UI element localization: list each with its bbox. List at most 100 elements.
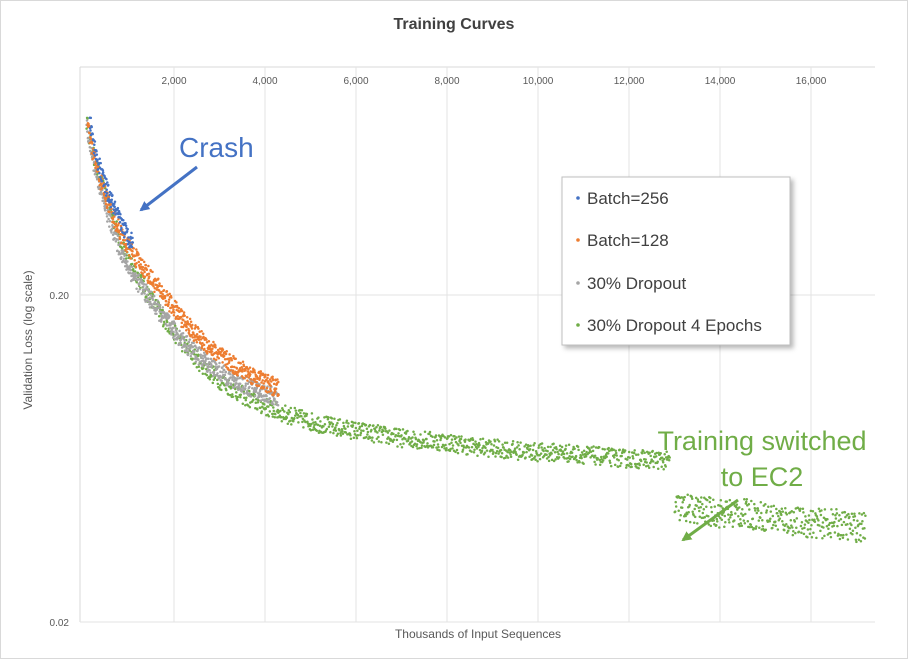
point-30-dropout-4-epochs [290, 423, 293, 426]
point-30-dropout [149, 290, 153, 294]
point-30-dropout [227, 381, 230, 385]
point-30-dropout-4-epochs [191, 357, 194, 360]
point-batch-128 [200, 344, 204, 348]
point-30-dropout-4-epochs [737, 515, 740, 518]
x-tick-label: 2,000 [161, 76, 186, 87]
point-30-dropout-4-epochs [590, 446, 593, 449]
point-30-dropout-4-epochs [740, 524, 744, 527]
point-30-dropout-4-epochs [598, 463, 602, 467]
point-30-dropout-4-epochs [248, 389, 251, 393]
point-30-dropout-4-epochs [433, 440, 436, 443]
x-tick-label: 12,000 [614, 76, 645, 87]
point-batch-128 [202, 343, 206, 347]
point-30-dropout-4-epochs [823, 534, 826, 538]
point-30-dropout [238, 382, 242, 386]
point-30-dropout-4-epochs [340, 428, 344, 431]
point-batch-128 [190, 333, 193, 337]
point-30-dropout [259, 399, 262, 402]
point-30-dropout-4-epochs [296, 416, 299, 420]
point-30-dropout-4-epochs [411, 445, 415, 449]
point-30-dropout-4-epochs [741, 508, 744, 511]
point-30-dropout-4-epochs [377, 435, 380, 439]
point-30-dropout-4-epochs [549, 445, 552, 449]
point-30-dropout [273, 397, 276, 401]
point-30-dropout-4-epochs [784, 506, 787, 510]
point-30-dropout-4-epochs [443, 436, 447, 439]
point-30-dropout-4-epochs [745, 497, 749, 501]
point-30-dropout [93, 169, 96, 173]
point-30-dropout-4-epochs [693, 507, 696, 511]
point-30-dropout-4-epochs [591, 449, 595, 453]
point-30-dropout-4-epochs [753, 507, 757, 510]
point-30-dropout-4-epochs [331, 422, 335, 426]
point-30-dropout-4-epochs [267, 415, 271, 418]
point-30-dropout-4-epochs [543, 447, 546, 450]
point-30-dropout-4-epochs [649, 454, 652, 458]
point-30-dropout-4-epochs [740, 512, 743, 515]
point-30-dropout-4-epochs [344, 427, 347, 431]
point-30-dropout-4-epochs [807, 514, 811, 517]
point-batch-256 [105, 188, 108, 191]
point-30-dropout-4-epochs [244, 398, 248, 402]
point-30-dropout-4-epochs [407, 435, 411, 439]
point-batch-128 [205, 341, 209, 344]
point-30-dropout-4-epochs [819, 529, 822, 533]
point-30-dropout-4-epochs [511, 442, 514, 446]
point-30-dropout [103, 209, 107, 212]
point-batch-128 [231, 365, 234, 368]
point-30-dropout-4-epochs [546, 449, 549, 453]
point-30-dropout-4-epochs [271, 412, 274, 416]
point-batch-128 [112, 221, 115, 225]
point-batch-256 [124, 221, 127, 225]
point-30-dropout-4-epochs [506, 450, 509, 454]
point-30-dropout [169, 322, 172, 326]
point-batch-128 [134, 265, 138, 269]
point-30-dropout-4-epochs [627, 464, 630, 467]
point-30-dropout-4-epochs [287, 408, 291, 412]
point-30-dropout-4-epochs [792, 511, 796, 514]
point-30-dropout [231, 378, 234, 382]
point-30-dropout-4-epochs [660, 465, 663, 468]
point-30-dropout-4-epochs [460, 435, 463, 438]
point-batch-128 [191, 323, 194, 327]
point-30-dropout-4-epochs [853, 512, 856, 516]
point-30-dropout-4-epochs [568, 455, 571, 458]
point-batch-128 [119, 224, 123, 228]
point-batch-128 [266, 376, 269, 380]
point-batch-256 [99, 175, 102, 179]
point-30-dropout-4-epochs [811, 509, 815, 513]
point-30-dropout-4-epochs [349, 433, 352, 437]
point-30-dropout-4-epochs [777, 514, 780, 518]
x-tick-label: 8,000 [434, 76, 459, 87]
point-30-dropout-4-epochs [481, 446, 484, 450]
point-30-dropout-4-epochs [284, 404, 287, 407]
point-30-dropout [106, 220, 109, 223]
point-30-dropout-4-epochs [164, 327, 167, 330]
point-batch-128 [212, 357, 216, 361]
point-30-dropout-4-epochs [810, 524, 813, 527]
point-30-dropout [249, 395, 253, 398]
point-30-dropout-4-epochs [845, 533, 848, 536]
point-30-dropout-4-epochs [293, 406, 297, 410]
point-30-dropout-4-epochs [120, 247, 124, 250]
point-30-dropout-4-epochs [655, 451, 658, 455]
point-30-dropout-4-epochs [800, 520, 804, 524]
point-batch-128 [146, 279, 149, 282]
point-30-dropout-4-epochs [746, 519, 750, 523]
point-30-dropout-4-epochs [135, 280, 138, 284]
point-30-dropout-4-epochs [529, 444, 532, 448]
point-30-dropout [109, 214, 112, 217]
point-30-dropout-4-epochs [302, 426, 305, 429]
point-30-dropout-4-epochs [624, 466, 628, 469]
point-30-dropout [244, 384, 247, 388]
point-30-dropout-4-epochs [639, 459, 643, 463]
point-30-dropout-4-epochs [372, 424, 375, 427]
point-30-dropout-4-epochs [547, 459, 551, 463]
point-30-dropout-4-epochs [195, 365, 199, 369]
point-batch-256 [122, 218, 125, 222]
point-30-dropout-4-epochs [656, 467, 660, 470]
point-30-dropout-4-epochs [799, 524, 803, 528]
point-30-dropout-4-epochs [509, 453, 512, 456]
point-30-dropout-4-epochs [547, 455, 550, 459]
point-30-dropout-4-epochs [754, 527, 758, 530]
